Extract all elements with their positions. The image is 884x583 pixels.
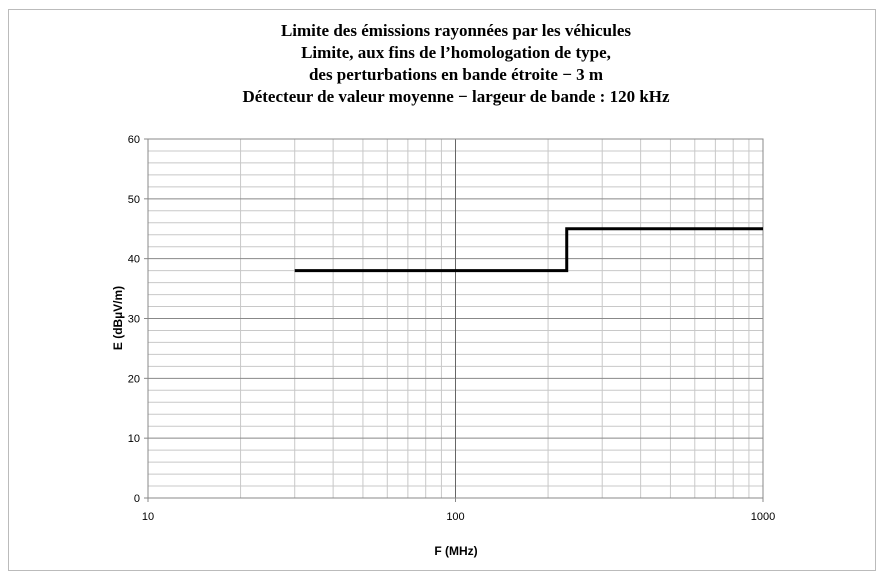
y-tick-label: 50 (128, 194, 140, 206)
chart-frame (8, 9, 876, 571)
x-tick-label: 1000 (751, 511, 775, 523)
chart-title: Détecteur de valeur moyenne − largeur de… (242, 87, 670, 106)
y-axis-label: E (dBµV/m) (111, 286, 125, 350)
chart-title: Limite, aux fins de l’homologation de ty… (301, 43, 611, 62)
chart-title: Limite des émissions rayonnées par les v… (281, 21, 631, 40)
y-tick-label: 40 (128, 254, 140, 266)
y-tick-label: 0 (134, 493, 140, 505)
y-tick-label: 60 (128, 134, 140, 146)
x-tick-label: 100 (446, 511, 464, 523)
y-tick-label: 30 (128, 314, 140, 326)
x-tick-label: 10 (142, 511, 154, 523)
limit-line (294, 227, 763, 273)
chart-title: des perturbations en bande étroite − 3 m (309, 65, 603, 84)
plot-frame (147, 138, 764, 499)
x-axis-label: F (MHz) (434, 544, 477, 558)
y-tick-label: 10 (128, 433, 140, 445)
y-tick-label: 20 (128, 373, 140, 385)
